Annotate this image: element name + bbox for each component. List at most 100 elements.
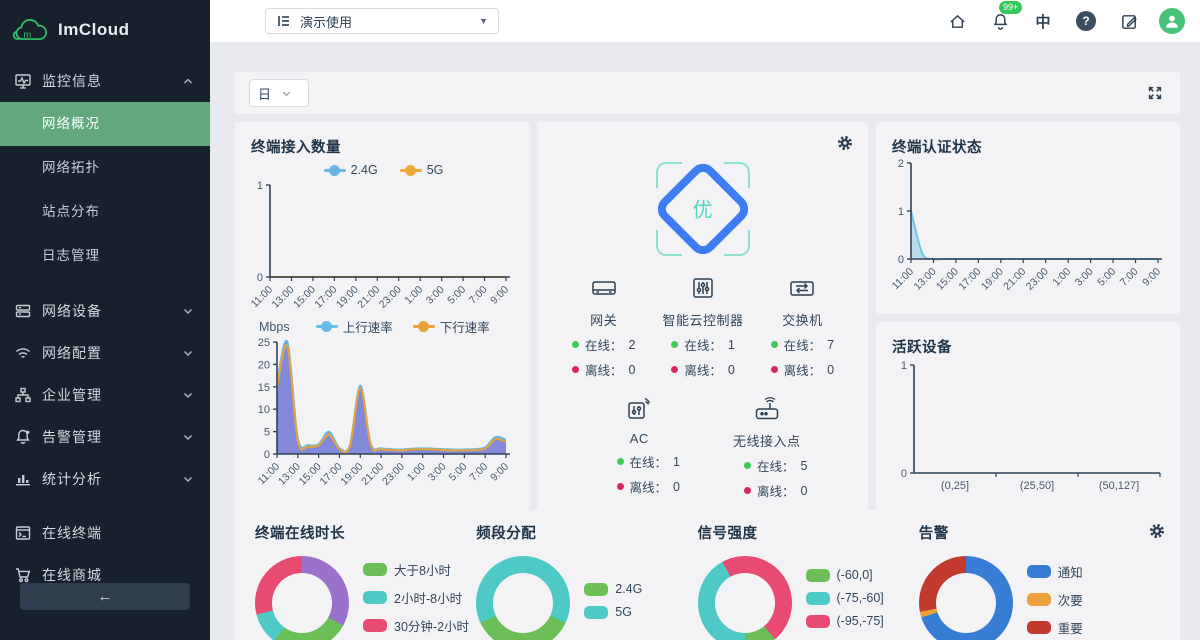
period-select[interactable]: 日	[249, 79, 309, 107]
topbar: 演示使用 ▼ 99+ 中 ?	[210, 0, 1200, 43]
legend-item[interactable]: (-75,-60]	[805, 591, 884, 605]
sidebar-item-network-config[interactable]: 网络配置	[0, 332, 210, 374]
monitor-chart-icon	[14, 72, 32, 90]
svg-text:11:00: 11:00	[256, 461, 283, 488]
legend-item[interactable]: 次要	[1026, 590, 1083, 609]
legend-item-24g[interactable]: 2.4G	[323, 163, 378, 177]
speed-chart: 0 5 10 15 20 25 11:00 13:00 15:00 17:00 19:00 21:00…	[251, 336, 516, 492]
card-title: 终端认证状态	[892, 140, 982, 156]
legend-item-5g[interactable]: 5G	[399, 163, 443, 177]
offline-dot	[770, 366, 778, 373]
shopping-cart-icon	[14, 566, 32, 584]
focus-bracket	[724, 230, 750, 256]
fullscreen-button[interactable]	[1144, 82, 1166, 104]
auth-status-chart: 0 1 2 11:00 13:00 15:00 17:00 19:00 21:00 23:00 1:…	[892, 157, 1168, 297]
sidebar-item-label: 网络设备	[42, 303, 102, 319]
svg-text:17:00: 17:00	[956, 266, 983, 293]
legend-item[interactable]: (-60,0]	[805, 568, 884, 582]
sidebar-item-statistics[interactable]: 统计分析	[0, 458, 210, 500]
sidebar-item-network-devices[interactable]: 网络设备	[0, 290, 210, 332]
chevron-up-icon	[182, 75, 194, 87]
sidebar-item-label: 统计分析	[42, 471, 102, 487]
signal-strength-section: 信号强度 (-60,0] (-75,-60] (-95,-75]	[697, 522, 919, 640]
bell-icon	[14, 428, 32, 446]
access-chart-legend: 2.4G 5G	[251, 163, 516, 177]
offline-count: 0	[673, 479, 680, 494]
switch-icon	[753, 274, 852, 304]
main-area: 演示使用 ▼ 99+ 中 ?	[210, 0, 1200, 640]
device-status-grid: 网关 在线： 2 离线： 0	[554, 274, 852, 379]
svg-text:20: 20	[258, 359, 270, 371]
sidebar-item-online-terminals[interactable]: 在线终端	[0, 512, 210, 554]
svg-text:23:00: 23:00	[1024, 266, 1051, 293]
sidebar-item-online-store[interactable]: 在线商城	[0, 554, 210, 596]
legend-item[interactable]: 2.4G	[584, 582, 642, 596]
sidebar-item-enterprise-management[interactable]: 企业管理	[0, 374, 210, 416]
svg-text:(50,127]: (50,127]	[1099, 480, 1139, 492]
sidebar-item-log-management[interactable]: 日志管理	[42, 248, 100, 263]
user-avatar[interactable]	[1159, 8, 1185, 34]
chevron-down-icon	[182, 347, 194, 359]
sidebar-item-site-distribution[interactable]: 站点分布	[42, 204, 100, 219]
legend-item[interactable]: 重要	[1026, 618, 1083, 637]
section-title: 信号强度	[697, 526, 758, 542]
dashboard-toolbar: 日	[235, 72, 1180, 114]
terminal-access-card: 终端接入数量 2.4G 5G 0 1 11:00 13:00 15:00 17:00 19:…	[235, 122, 530, 514]
offline-count: 0	[628, 362, 636, 377]
settings-gear-icon[interactable]	[834, 132, 856, 154]
svg-text:23:00: 23:00	[380, 461, 407, 488]
language-toggle[interactable]: 中	[1035, 13, 1051, 31]
sidebar-item-alarm-management[interactable]: 告警管理	[0, 416, 210, 458]
sidebar-item-network-topology[interactable]: 网络拓扑	[42, 160, 100, 175]
auth-status-card: 终端认证状态 0 1 2 11:00 13:00 15:00 17:00 19:00 21:00…	[876, 122, 1180, 314]
legend-item[interactable]: 通知	[1026, 562, 1083, 581]
chevron-down-icon	[182, 431, 194, 443]
sidebar-item-label: 网络配置	[42, 345, 102, 361]
legend-item[interactable]: 30分钟-2小时	[363, 616, 469, 635]
legend-item[interactable]: 5G	[584, 605, 642, 619]
home-icon[interactable]	[944, 8, 970, 34]
sidebar-item-network-overview[interactable]: 网络概况	[0, 102, 210, 146]
help-icon[interactable]: ?	[1073, 8, 1099, 34]
sidebar-collapse-button[interactable]: ←	[20, 583, 190, 610]
legend-item[interactable]: 2小时-8小时	[363, 588, 469, 607]
offline-dot	[616, 483, 624, 490]
settings-gear-icon[interactable]	[1146, 520, 1168, 542]
legend-item[interactable]: (-95,-75]	[805, 614, 884, 628]
device-gateway: 网关 在线： 2 离线： 0	[554, 274, 653, 379]
offline-count: 0	[800, 483, 808, 498]
online-count: 1	[673, 454, 680, 469]
notifications-bell-icon[interactable]: 99+	[987, 1, 1023, 34]
feedback-edit-icon[interactable]	[1116, 8, 1142, 34]
offline-dot	[671, 366, 679, 373]
offline-dot	[744, 487, 751, 494]
ac-controller-icon	[599, 395, 680, 425]
section-title: 告警	[918, 526, 949, 542]
sidebar-item-label: 企业管理	[42, 387, 102, 403]
svg-text:23:00: 23:00	[377, 284, 404, 311]
legend-item[interactable]: 大于8小时	[363, 560, 469, 579]
band-allocation-donut	[476, 556, 571, 640]
online-dot	[744, 462, 751, 469]
svg-text:1:00: 1:00	[405, 461, 428, 484]
svg-text:15:00: 15:00	[291, 284, 318, 311]
sidebar-item-label: 在线商城	[42, 567, 102, 583]
svg-text:(25,50]: (25,50]	[1020, 480, 1054, 492]
svg-text:11:00: 11:00	[892, 266, 916, 293]
legend-item-download[interactable]: 下行速率	[412, 317, 490, 336]
focus-bracket	[724, 162, 750, 188]
chevron-down-icon	[182, 473, 194, 485]
site-selector-dropdown[interactable]: 演示使用 ▼	[265, 8, 499, 34]
svg-text:5:00: 5:00	[447, 461, 470, 484]
bar-chart-icon	[14, 470, 32, 488]
svg-text:7:00: 7:00	[467, 461, 490, 484]
notification-badge: 99+	[999, 1, 1023, 14]
network-health-card: 优 网关 在线： 2 离线： 0	[538, 122, 868, 514]
active-devices-chart: 0 1 (0,25] (25,50] (50,127]	[892, 357, 1168, 497]
wifi-icon	[14, 344, 32, 362]
svg-text:10: 10	[258, 404, 270, 416]
legend-item-upload[interactable]: 上行速率	[315, 317, 393, 336]
right-column: 终端认证状态 0 1 2 11:00 13:00 15:00 17:00 19:00 21:00…	[876, 122, 1180, 514]
online-dot	[572, 341, 579, 348]
sidebar-item-monitor-info[interactable]: 监控信息	[0, 60, 210, 102]
